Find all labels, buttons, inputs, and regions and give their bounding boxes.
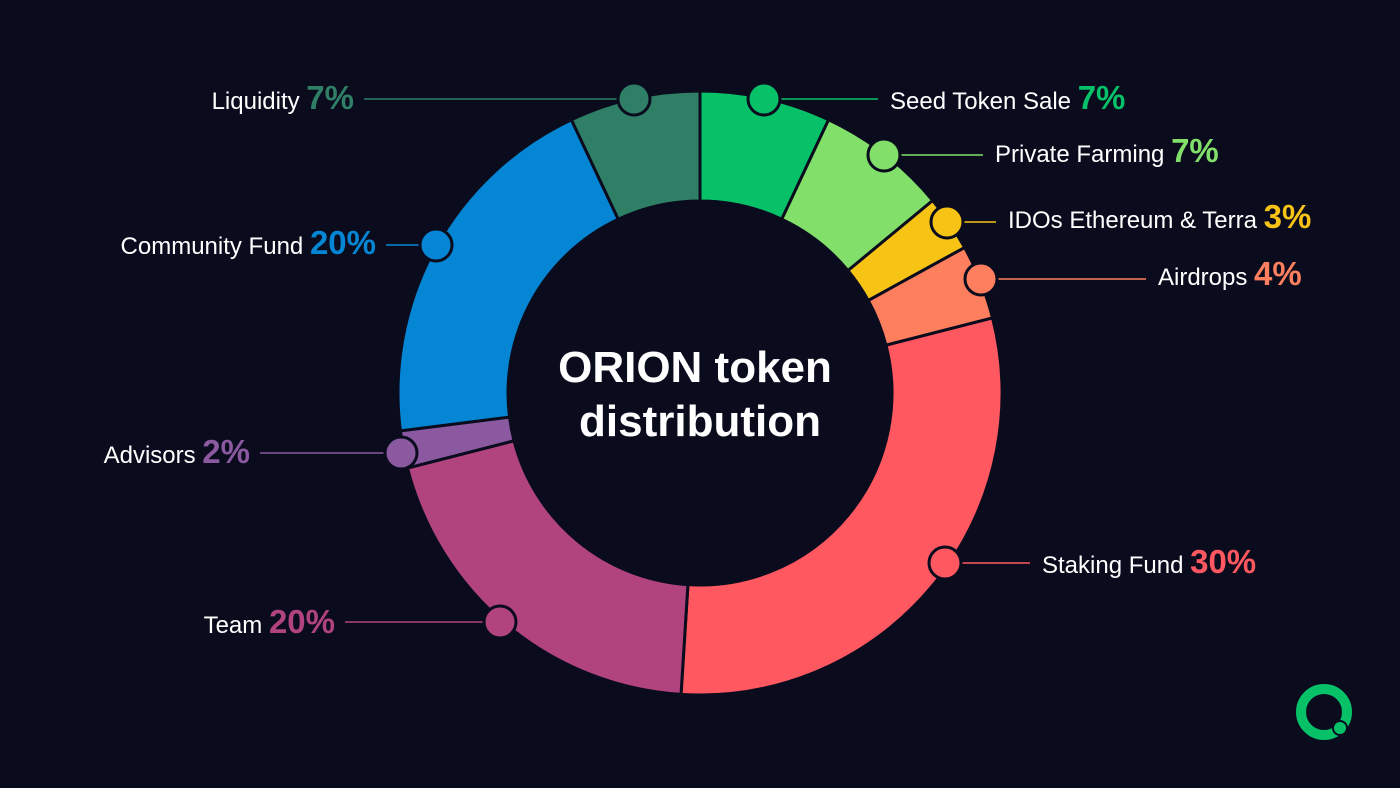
label-community-fund: Community Fund 20%	[121, 224, 376, 261]
slice-staking-fund	[679, 316, 1004, 697]
label-value-airdrops: 4%	[1254, 255, 1302, 292]
label-value-advisors: 2%	[202, 433, 250, 470]
marker-dot-staking-fund	[927, 545, 963, 581]
chart-title-line-2: distribution	[579, 397, 821, 446]
label-name-private-farming: Private Farming	[995, 141, 1171, 168]
label-value-community-fund: 20%	[310, 224, 376, 261]
label-value-liquidity: 7%	[306, 79, 354, 116]
label-name-staking-fund: Staking Fund	[1042, 552, 1190, 579]
label-team: Team 20%	[204, 603, 335, 640]
label-liquidity: Liquidity 7%	[212, 79, 354, 116]
chart-title-line-1: ORION token	[558, 343, 832, 392]
slice-team	[405, 438, 690, 696]
label-value-private-farming: 7%	[1171, 132, 1219, 169]
label-name-advisors: Advisors	[104, 442, 203, 469]
label-value-staking-fund: 30%	[1190, 543, 1256, 580]
marker-dot-liquidity	[616, 81, 652, 117]
marker-dot-seed-token-sale	[746, 81, 782, 117]
label-name-community-fund: Community Fund	[121, 233, 310, 260]
label-name-liquidity: Liquidity	[212, 88, 307, 115]
label-value-seed-token-sale: 7%	[1078, 79, 1126, 116]
marker-dot-airdrops	[963, 261, 999, 297]
label-staking-fund: Staking Fund 30%	[1042, 543, 1256, 580]
label-private-farming: Private Farming 7%	[995, 132, 1219, 169]
label-value-idos-ethereum-and-terra: 3%	[1264, 198, 1312, 235]
marker-dot-team	[482, 604, 518, 640]
label-name-seed-token-sale: Seed Token Sale	[890, 88, 1078, 115]
label-airdrops: Airdrops 4%	[1158, 255, 1302, 292]
marker-dot-community-fund	[418, 227, 454, 263]
slice-liquidity	[569, 89, 702, 222]
label-seed-token-sale: Seed Token Sale 7%	[890, 79, 1125, 116]
label-name-airdrops: Airdrops	[1158, 264, 1254, 291]
label-value-team: 20%	[269, 603, 335, 640]
label-advisors: Advisors 2%	[104, 433, 250, 470]
marker-dot-advisors	[383, 435, 419, 471]
slice-community-fund	[396, 117, 621, 433]
marker-dot-private-farming	[866, 137, 902, 173]
marker-dot-idos-ethereum-and-terra	[929, 204, 965, 240]
orion-logo-icon	[1296, 684, 1352, 740]
donut-slices	[396, 89, 1004, 697]
label-idos-ethereum-and-terra: IDOs Ethereum & Terra 3%	[1008, 198, 1311, 235]
label-name-team: Team	[204, 612, 269, 639]
label-name-idos-ethereum-and-terra: IDOs Ethereum & Terra	[1008, 207, 1264, 234]
label-leaders	[260, 81, 1146, 640]
slice-labels: Seed Token Sale 7%Private Farming 7%IDOs…	[104, 79, 1312, 640]
